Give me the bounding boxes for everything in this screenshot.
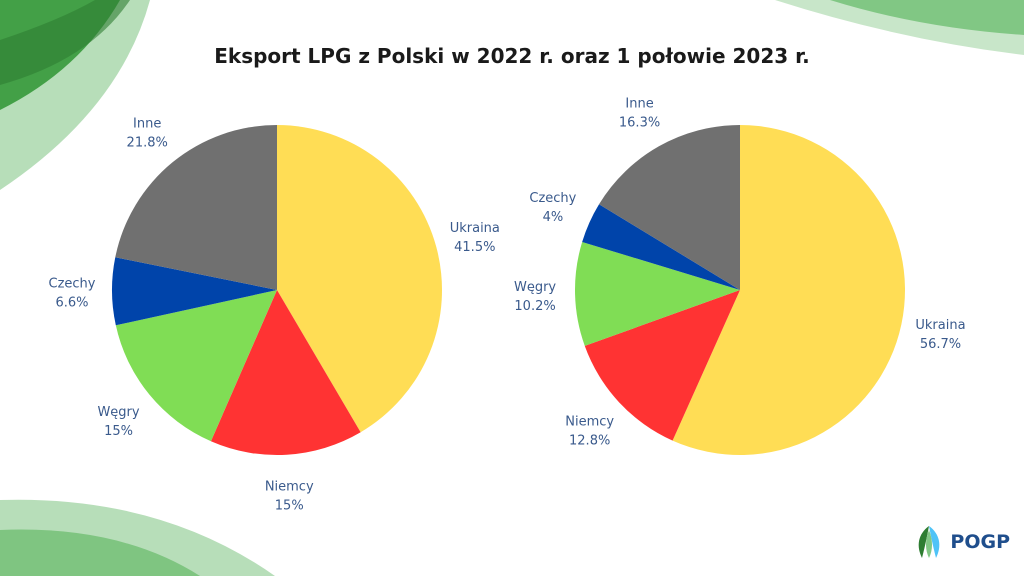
chart-title: Eksport LPG z Polski w 2022 r. oraz 1 po… bbox=[214, 44, 810, 68]
slice-value-label: 41.5% bbox=[454, 240, 495, 255]
slice-category-label: Ukraina bbox=[915, 318, 965, 333]
pie-slice-czechy bbox=[582, 204, 740, 290]
slice-category-label: Inne bbox=[133, 116, 161, 131]
slice-label-czechy: Czechy 4% bbox=[529, 191, 576, 225]
slice-label-niemcy: Niemcy 12.8% bbox=[565, 414, 614, 448]
pie-slice-niemcy bbox=[584, 290, 740, 441]
slice-category-label: Niemcy bbox=[565, 414, 614, 429]
slice-category-label: Niemcy bbox=[265, 480, 314, 495]
slice-value-label: 12.8% bbox=[569, 433, 610, 448]
pie-slice-wegry bbox=[574, 241, 740, 346]
slice-value-label: 16.3% bbox=[619, 115, 660, 130]
pie-slice-czechy bbox=[112, 257, 278, 326]
pie-slice-niemcy bbox=[210, 290, 361, 455]
top-right-leaf-decoration bbox=[775, 0, 1024, 55]
bottom-left-leaf-decoration bbox=[0, 499, 275, 576]
top-left-leaf-decoration bbox=[0, 0, 150, 190]
pie-slice-inne bbox=[599, 125, 740, 290]
slice-label-wegry: Węgry 15% bbox=[97, 405, 139, 439]
slice-value-label: 4% bbox=[543, 210, 564, 225]
slice-category-label: Ukraina bbox=[450, 221, 500, 236]
slice-category-label: Węgry bbox=[97, 405, 139, 420]
slice-label-ukraina: Ukraina 56.7% bbox=[915, 318, 965, 352]
pie-slice-inne bbox=[115, 125, 277, 290]
pogp-leaf-icon bbox=[919, 526, 940, 558]
pogp-logo: POGP bbox=[914, 524, 1010, 560]
pie-slice-ukraina bbox=[277, 125, 442, 433]
slice-category-label: Czechy bbox=[49, 277, 96, 292]
slice-label-inne: Inne 21.8% bbox=[127, 116, 168, 150]
slice-label-czechy: Czechy 6.6% bbox=[49, 277, 96, 311]
logo-text: POGP bbox=[950, 531, 1010, 553]
slice-value-label: 10.2% bbox=[514, 299, 555, 314]
slice-value-label: 15% bbox=[275, 499, 304, 514]
slice-value-label: 15% bbox=[104, 424, 133, 439]
slice-label-ukraina: Ukraina 41.5% bbox=[450, 221, 500, 255]
slice-label-inne: Inne 16.3% bbox=[619, 96, 660, 130]
slice-label-wegry: Węgry 10.2% bbox=[514, 280, 556, 314]
pie-slice-wegry bbox=[115, 290, 277, 442]
slice-category-label: Węgry bbox=[514, 280, 556, 295]
slice-value-label: 6.6% bbox=[55, 296, 88, 311]
slice-label-niemcy: Niemcy 15% bbox=[265, 480, 314, 514]
slice-category-label: Inne bbox=[625, 96, 653, 111]
slice-category-label: Czechy bbox=[529, 191, 576, 206]
pie-slice-ukraina bbox=[672, 125, 905, 455]
slice-value-label: 56.7% bbox=[920, 337, 961, 352]
slice-value-label: 21.8% bbox=[127, 135, 168, 150]
